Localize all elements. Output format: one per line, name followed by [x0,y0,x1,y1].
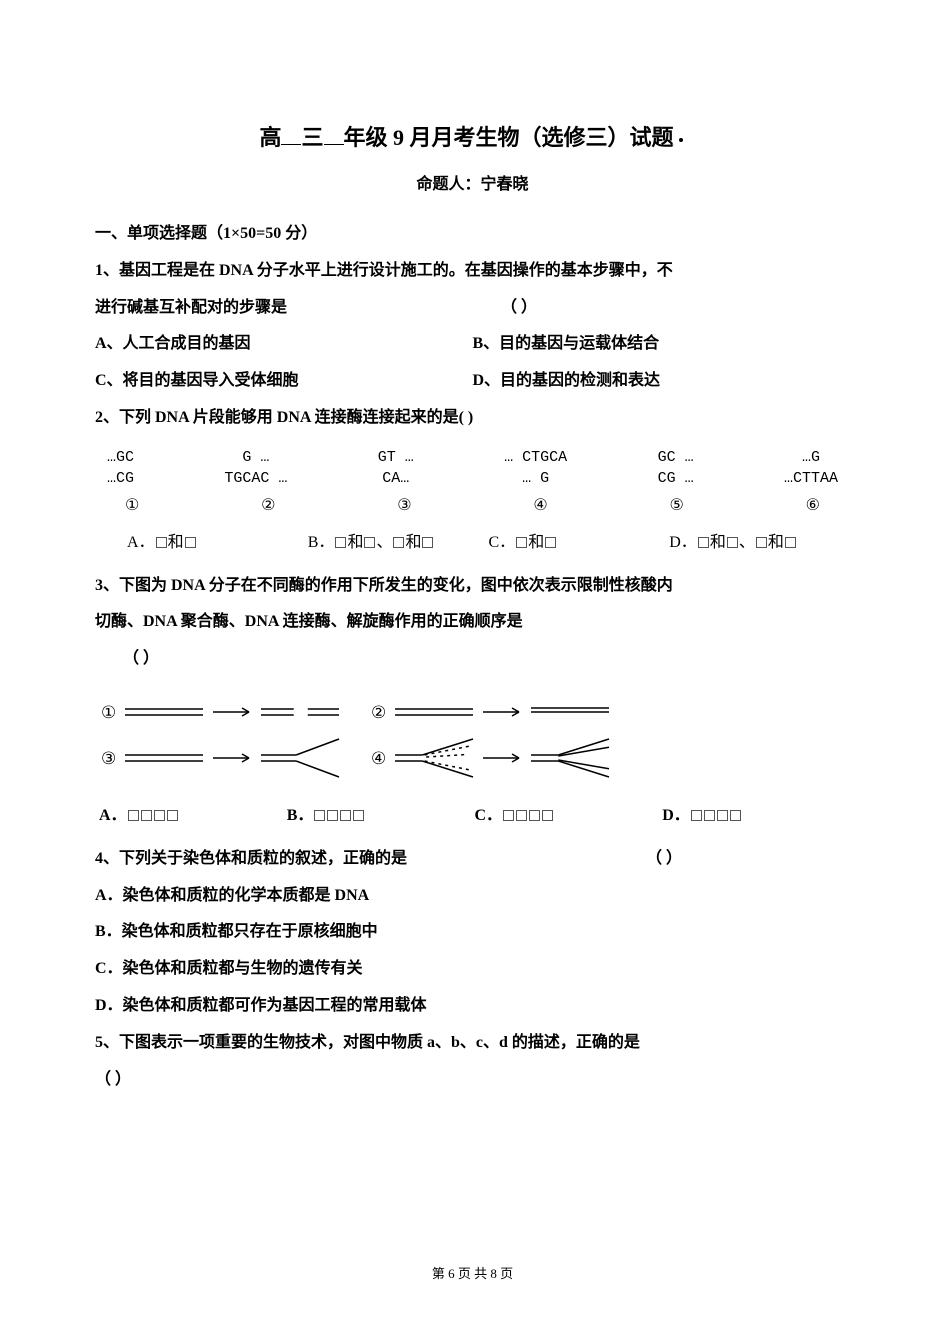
box-icon [314,810,325,821]
q4-stem: 4、下列关于染色体和质粒的叙述，正确的是 （ ） [95,841,850,878]
title-gap-2 [324,123,344,145]
box-icon [422,537,433,548]
q1-optB: B、目的基因与运载体结合 [473,326,851,363]
q1-options-1: A、人工合成目的基因 B、目的基因与运载体结合 [95,326,850,363]
circle-3: ③ [397,495,411,515]
box-icon [353,810,364,821]
q4-optC: C．染色体和质粒都与生物的遗传有关 [95,951,850,988]
q2-fragments: …GC…CG G …TGCAC … GT …CA… … CTGCA… G GC … [107,447,838,489]
q4-stem-text: 4、下列关于染色体和质粒的叙述，正确的是 [95,850,407,867]
title-grade: 三 [301,125,323,150]
q3-paren: （ ） [95,641,850,678]
title-end-mark [676,135,686,145]
circle-6: ⑥ [806,495,820,515]
box-icon [529,810,540,821]
subtitle: 命题人：宁春晓 [95,170,850,194]
title-pre: 高 [259,125,281,150]
q3-diagram: ① ② ③ ④ [95,690,850,790]
q2-optD: D．和、和 [669,525,850,562]
page-footer: 第 6 页 共 8 页 [0,1263,945,1282]
title-gap-1 [281,123,301,145]
box-icon [785,537,796,548]
q1-optD: D、目的基因的检测和表达 [473,363,851,400]
circle-4: ④ [533,495,547,515]
box-icon [730,810,741,821]
svg-text:④: ④ [371,749,386,768]
q1-paren: （ ） [501,299,537,316]
frag-6: …G…CTTAA [784,447,838,489]
q4-paren: （ ） [646,850,682,867]
box-icon [717,810,728,821]
q1-stem-b: 进行碱基互补配对的步骤是 （ ） [95,290,850,327]
circle-5: ⑤ [670,495,684,515]
q3-svg: ① ② ③ ④ [95,690,655,790]
frag-4: … CTGCA… G [504,447,567,489]
box-icon [516,537,527,548]
q2-circles: ① ② ③ ④ ⑤ ⑥ [125,495,820,515]
q2-optC: C．和 [489,525,670,562]
box-icon [185,537,196,548]
title-rest: 年级 9 月月考生物（选修三）试题 [344,125,674,150]
q2-optB: B．和、和 [308,525,489,562]
q2-optA: A．和 [127,525,308,562]
box-icon [128,810,139,821]
circle-2: ② [261,495,275,515]
frag-5: GC …CG … [658,447,694,489]
q2-stem: 2、下列 DNA 片段能够用 DNA 连接酶连接起来的是( ) [95,400,850,437]
q3-optC: C． [475,798,663,835]
frag-2: G …TGCAC … [224,447,287,489]
box-icon [503,810,514,821]
q3-optD: D． [662,798,850,835]
q4-optB: B．染色体和质粒都只存在于原核细胞中 [95,914,850,951]
box-icon [340,810,351,821]
box-icon [327,810,338,821]
q3-options: A． B． C． D． [95,798,850,835]
q1-stem-a: 1、基因工程是在 DNA 分子水平上进行设计施工的。在基因操作的基本步骤中，不 [95,253,850,290]
q2-options: A．和 B．和、和 C．和 D．和、和 [95,525,850,562]
box-icon [167,810,178,821]
q1-options-2: C、将目的基因导入受体细胞 D、目的基因的检测和表达 [95,363,850,400]
q1-stem-b-text: 进行碱基互补配对的步骤是 [95,299,287,316]
box-icon [545,537,556,548]
q3-optB: B． [287,798,475,835]
svg-text:①: ① [101,703,116,722]
frag-3: GT …CA… [378,447,414,489]
box-icon [156,537,167,548]
box-icon [704,810,715,821]
svg-text:②: ② [371,703,386,722]
box-icon [756,537,767,548]
q4-optD: D．染色体和质粒都可作为基因工程的常用载体 [95,988,850,1025]
box-icon [727,537,738,548]
svg-text:③: ③ [101,749,116,768]
box-icon [542,810,553,821]
q3-stem-b: 切酶、DNA 聚合酶、DNA 连接酶、解旋酶作用的正确顺序是 [95,604,850,641]
page-title: 高三年级 9 月月考生物（选修三）试题 [95,120,850,152]
circle-1: ① [125,495,139,515]
frag-1: …GC…CG [107,447,134,489]
box-icon [154,810,165,821]
box-icon [141,810,152,821]
q1-optC: C、将目的基因导入受体细胞 [95,363,473,400]
q3-stem-a: 3、下图为 DNA 分子在不同酶的作用下所发生的变化，图中依次表示限制性核酸内 [95,568,850,605]
box-icon [516,810,527,821]
q4-optA: A．染色体和质粒的化学本质都是 DNA [95,878,850,915]
section-header: 一、单项选择题（1×50=50 分） [95,216,850,253]
box-icon [393,537,404,548]
box-icon [698,537,709,548]
q3-optA: A． [99,798,287,835]
box-icon [691,810,702,821]
q5-paren: （ ） [95,1062,850,1099]
box-icon [364,537,375,548]
q5-stem: 5、下图表示一项重要的生物技术，对图中物质 a、b、c、d 的描述，正确的是 [95,1025,850,1062]
q1-optA: A、人工合成目的基因 [95,326,473,363]
box-icon [335,537,346,548]
